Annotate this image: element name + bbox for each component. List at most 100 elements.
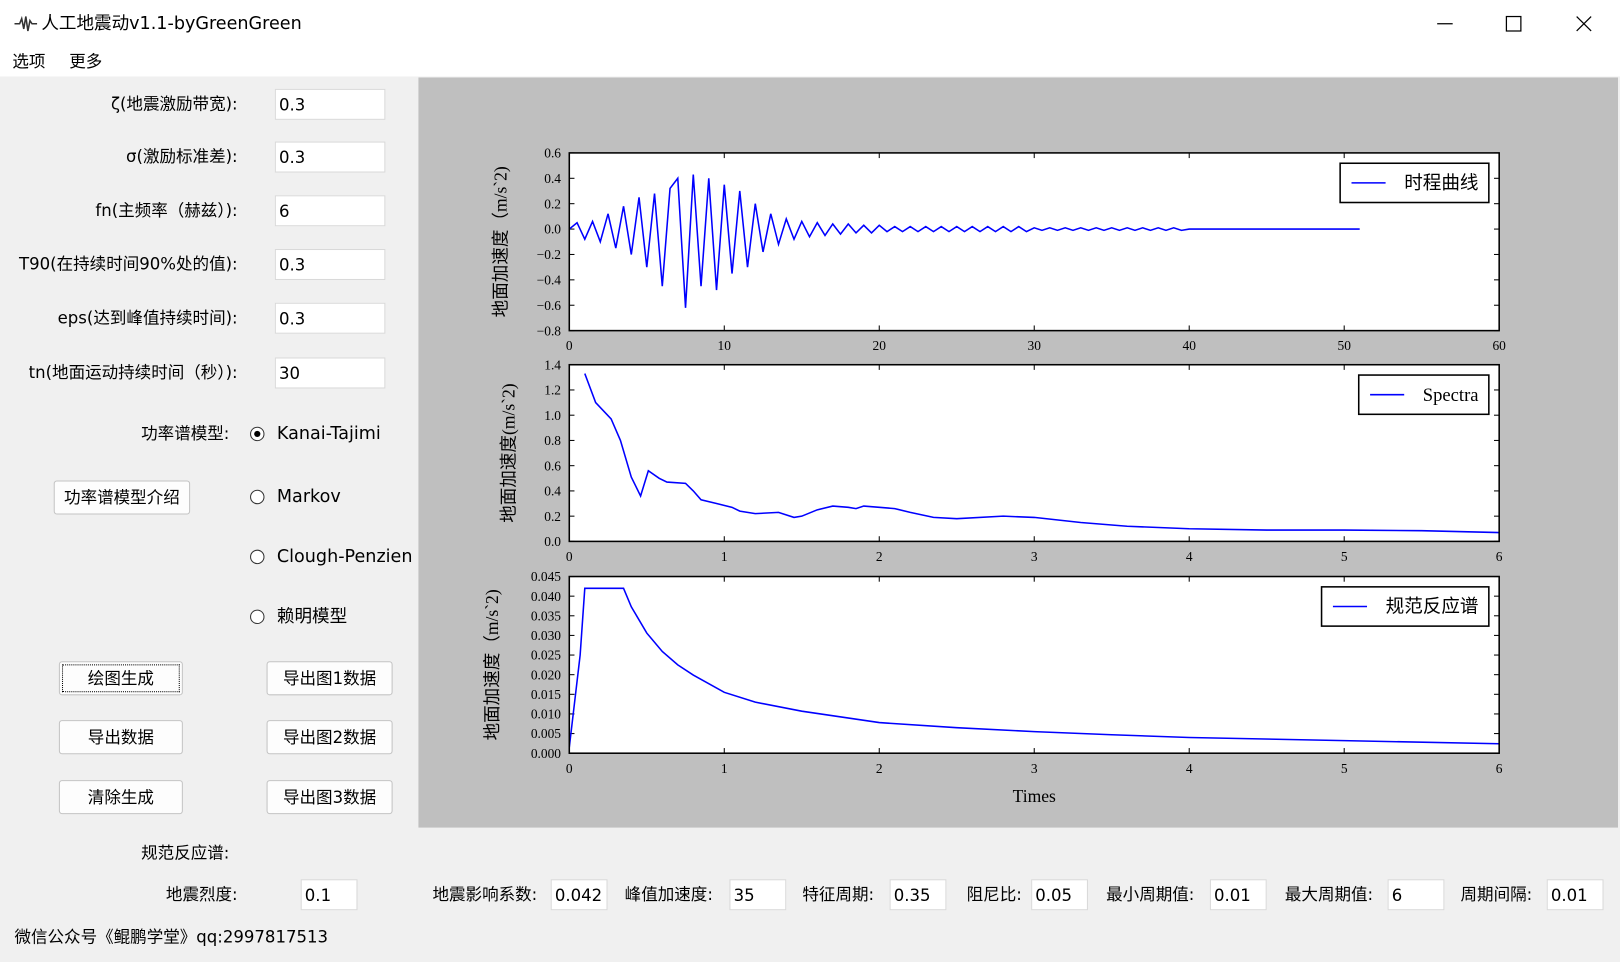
radio-label[interactable]: Markov [276,486,341,508]
field-label: ζ(地震激励带宽): [110,94,238,114]
x-tick-label: 20 [873,338,887,353]
y-tick-label: −0.6 [537,298,562,313]
radio[interactable] [250,549,265,565]
y-tick-label: 0.045 [531,569,561,584]
y-tick-label: 1.4 [544,357,561,372]
text-input[interactable]: 30 [274,357,386,389]
legend-label: 时程曲线 [1404,173,1478,194]
x-tick-label: 60 [1492,338,1506,353]
radio[interactable] [250,426,265,442]
button[interactable]: 清除生成 [58,780,183,815]
y-tick-label: 0.2 [544,196,561,211]
x-tick-label: 5 [1341,761,1348,776]
maximize-button[interactable] [1495,8,1532,39]
x-tick-label: 1 [721,549,728,564]
menu-item[interactable]: 选项 [12,51,46,72]
text-input[interactable]: 0.3 [274,141,386,173]
y-tick-label: 0.0 [544,222,561,237]
x-tick-label: 0 [566,761,573,776]
text-input[interactable]: 0.3 [274,88,386,120]
radio[interactable] [250,609,265,625]
menu-bar [0,47,1620,77]
radio[interactable] [250,489,265,505]
close-button[interactable] [1565,8,1602,39]
field-label: 峰值加速度: [624,884,713,905]
data-line [568,174,1360,308]
y-tick-label: 0.0 [544,534,561,549]
plot-frame [568,575,1500,754]
y-tick-label: 0.4 [544,171,561,186]
button[interactable]: 导出图2数据 [266,720,393,755]
field-label: 地震影响系数: [432,884,538,905]
minimize-button[interactable] [1426,8,1463,39]
data-line [584,373,1500,534]
y-tick-label: 0.015 [531,687,561,702]
plot-frame [568,363,1500,543]
text-input[interactable]: 0.01 [1546,879,1604,911]
section-title: 规范反应谱: [141,843,230,863]
x-tick-label: 2 [876,549,883,564]
y-tick-label: 0.4 [544,484,561,499]
y-tick-label: 0.6 [544,458,561,473]
legend: 时程曲线 [1339,162,1490,204]
y-tick-label: 0.025 [531,648,561,663]
radio-label[interactable]: 赖明模型 [276,606,348,628]
text-input[interactable]: 0.35 [889,879,947,911]
text-input[interactable]: 0.3 [274,302,386,334]
model-label: 功率谱模型: [141,423,230,444]
radio-label[interactable]: Clough-Penzien [276,546,413,568]
plot-frame [568,152,1500,332]
y-tick-label: 0.035 [531,608,561,623]
text-input[interactable]: 0.1 [300,879,358,911]
text-input[interactable]: 35 [729,879,787,911]
y-axis-label: 地面加速度(m/s`2) [499,383,519,523]
x-tick-label: 4 [1186,761,1193,776]
y-tick-label: −0.8 [537,323,562,338]
y-tick-label: 0.040 [531,589,561,604]
text-input[interactable]: 0.042 [550,879,608,911]
charts: −0.8−0.6−0.4−0.20.00.20.40.60 10 20 30 40 50 6… [482,146,1506,806]
y-tick-label: 0.2 [544,509,561,524]
x-tick-label: 10 [718,338,732,353]
field-label: 阻尼比: [966,884,1022,905]
y-axis-label: 地面加速度（m/s`2) [482,589,502,740]
button[interactable]: 功率谱模型介绍 [53,480,191,515]
x-tick-label: 0 [566,549,573,564]
text-input[interactable]: 6 [1387,879,1445,911]
y-axis-label: 地面加速度（m/s`2) [490,166,510,317]
text-input[interactable]: 6 [274,195,386,227]
field-label: 特征周期: [802,884,875,905]
field-label: 地震烈度: [165,884,238,905]
plot-area [569,364,1500,542]
menu-item[interactable]: 更多 [69,51,103,72]
legend-label: 规范反应谱 [1386,597,1479,618]
radio-label[interactable]: Kanai-Tajimi [276,423,381,445]
y-tick-label: 1.2 [544,383,561,398]
field-label: σ(激励标准差): [126,146,238,167]
x-tick-label: 3 [1031,549,1038,564]
legend: Spectra [1357,374,1490,416]
field-label: tn(地面运动持续时间（秒）): [28,362,238,383]
data-line [568,587,1500,748]
field-label: T90(在持续时间90%处的值): [19,254,238,274]
x-axis-label: Times [1013,786,1056,806]
y-tick-label: −0.2 [537,247,561,262]
x-tick-label: 3 [1031,761,1038,776]
button[interactable]: 绘图生成 [58,661,183,696]
y-tick-label: 0.020 [531,667,561,682]
field-label: eps(达到峰值持续时间): [57,307,238,328]
text-input[interactable]: 0.3 [274,249,386,280]
x-tick-label: 4 [1186,549,1193,564]
field-label: 最大周期值: [1284,884,1374,905]
button[interactable]: 导出图3数据 [266,780,393,815]
button[interactable]: 导出图1数据 [266,661,393,696]
button[interactable]: 导出数据 [58,720,183,755]
y-tick-label: 0.010 [531,707,561,722]
legend: 规范反应谱 [1320,586,1490,627]
window-title: 人工地震动v1.1-byGreenGreen [41,13,302,35]
x-tick-label: 0 [566,338,573,353]
text-input[interactable]: 0.01 [1209,879,1267,911]
y-tick-label: 0.8 [544,433,561,448]
text-input[interactable]: 0.05 [1031,879,1088,911]
